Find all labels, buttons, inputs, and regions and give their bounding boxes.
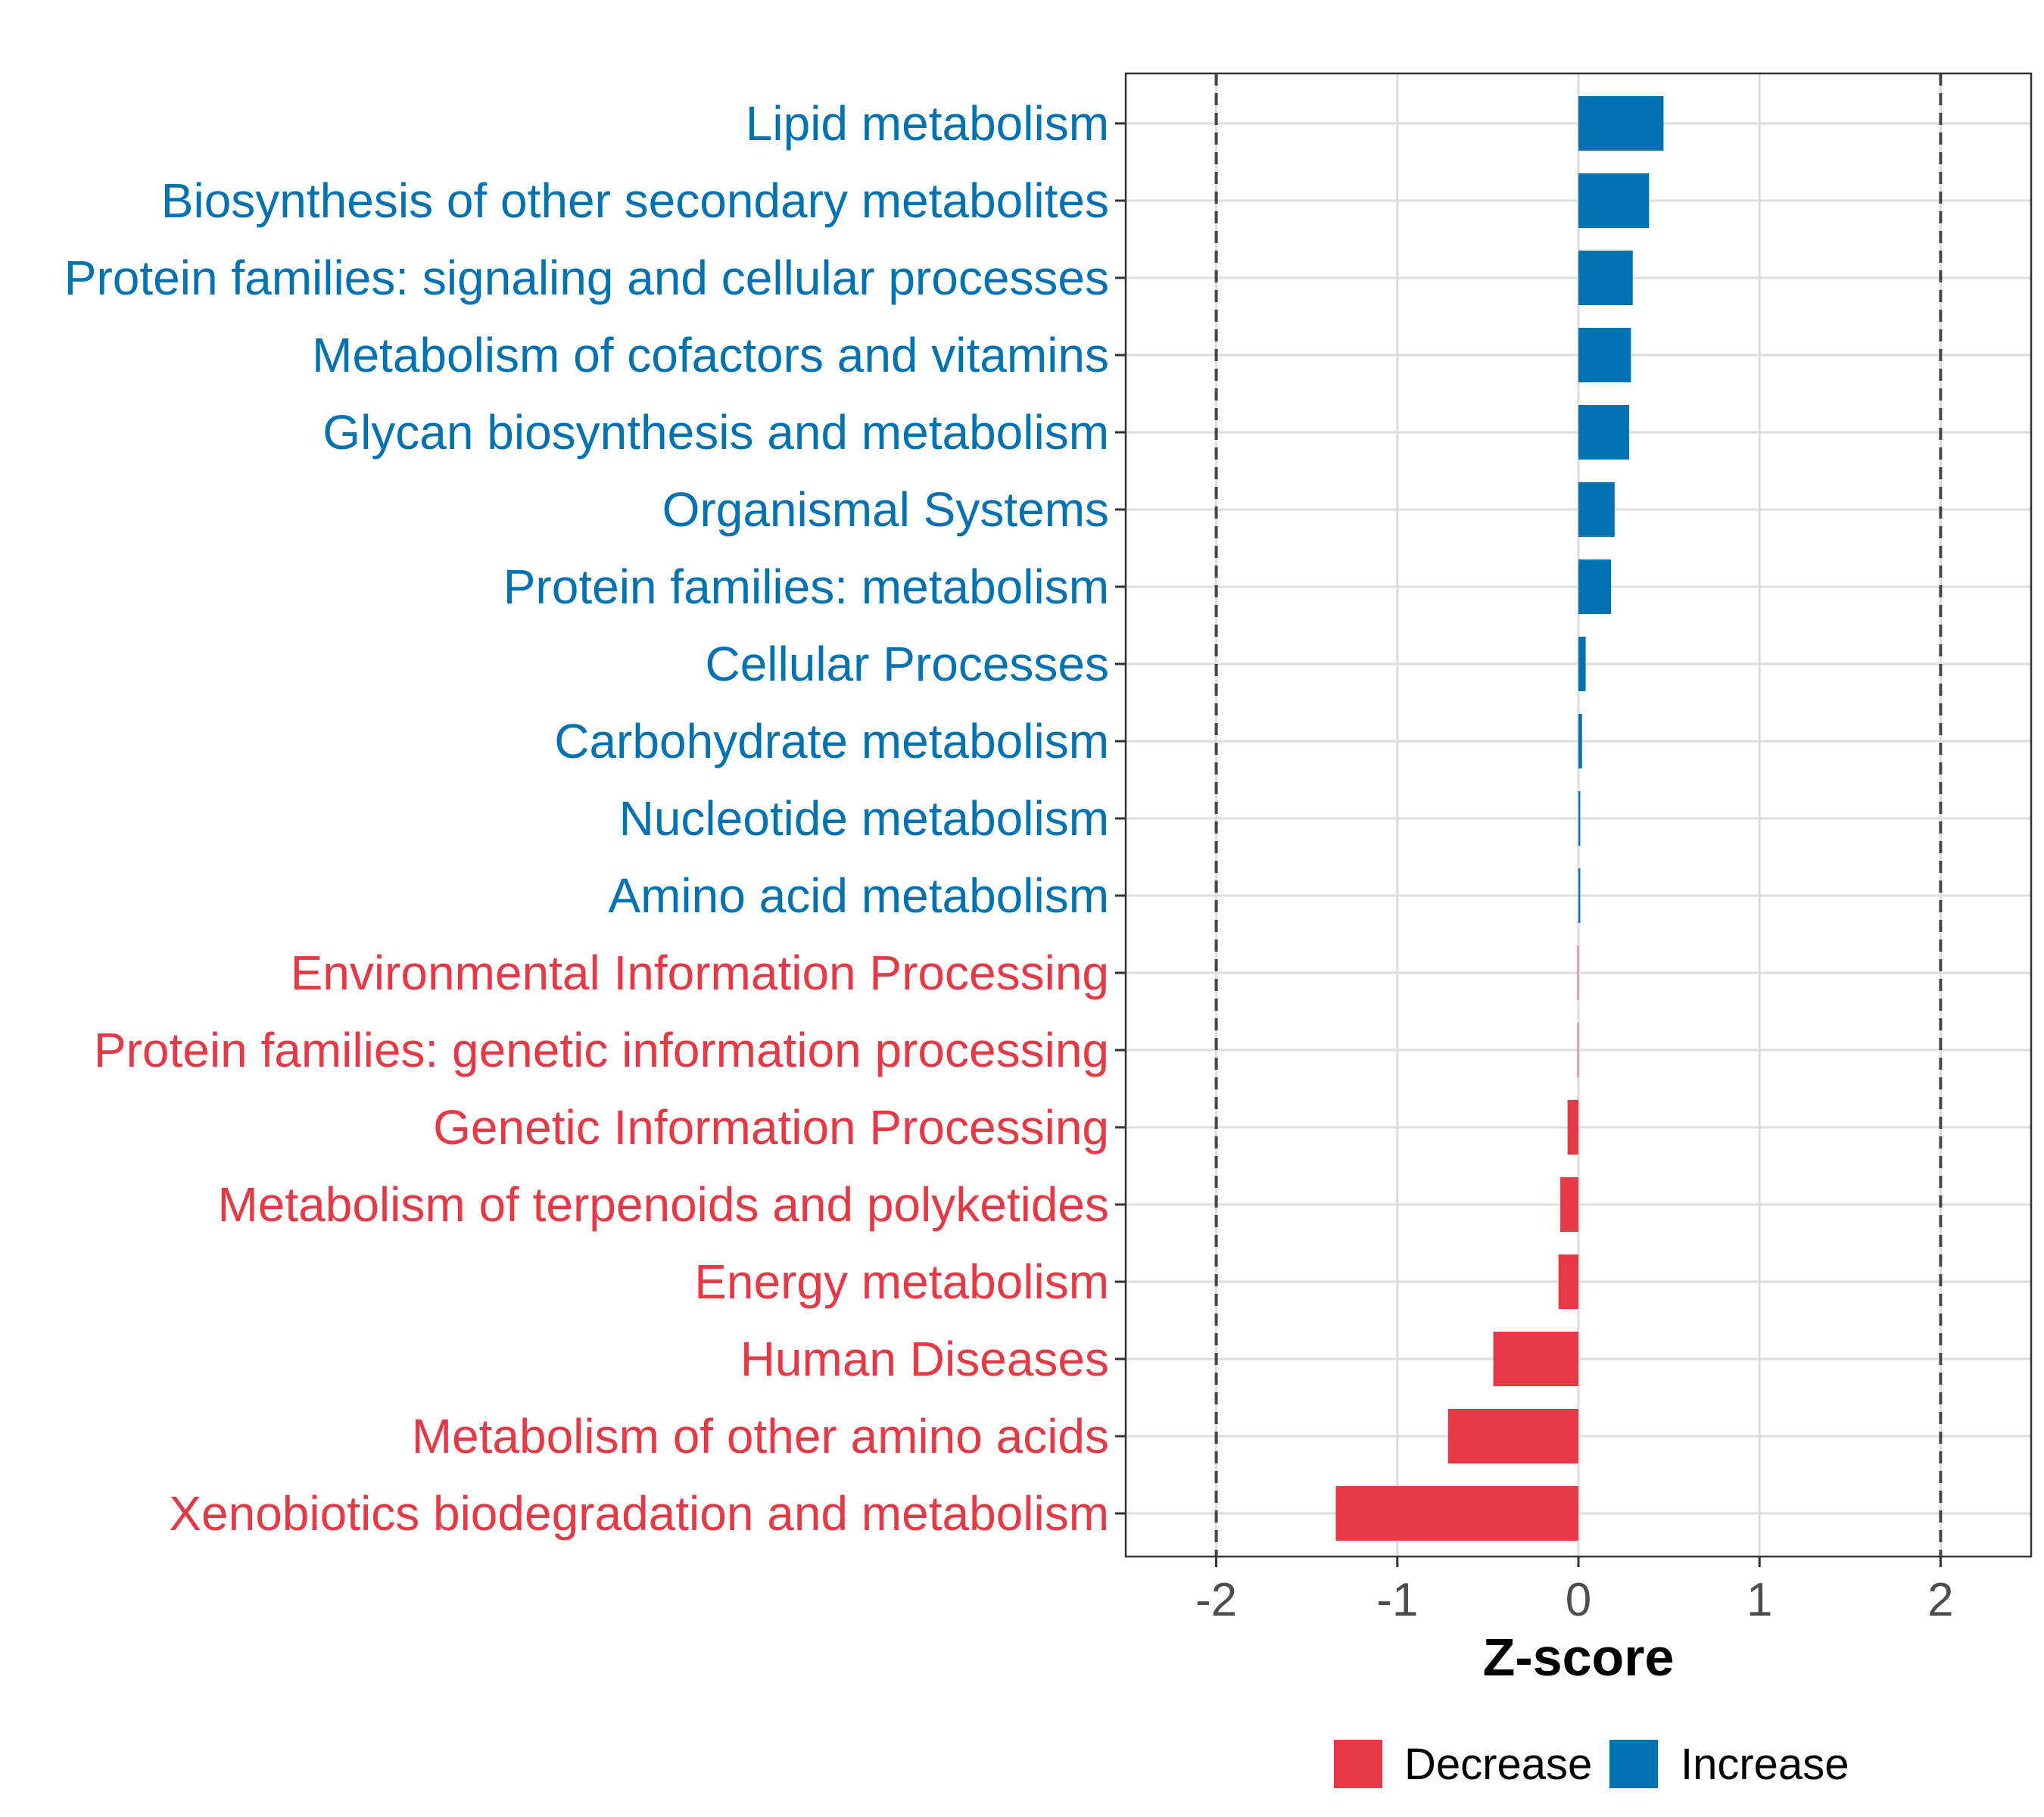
category-label: Protein families: signaling and cellular… [64, 251, 1109, 305]
x-tick-label: 0 [1566, 1574, 1591, 1626]
legend-label: Increase [1681, 1740, 1849, 1789]
bar [1578, 791, 1581, 846]
bar [1567, 1100, 1578, 1155]
category-label: Genetic Information Processing [433, 1100, 1109, 1155]
category-label: Metabolism of other amino acids [412, 1409, 1109, 1463]
bar [1578, 251, 1633, 305]
legend-swatch [1609, 1740, 1658, 1788]
legend-swatch [1334, 1740, 1382, 1788]
category-label: Protein families: genetic information pr… [94, 1023, 1109, 1077]
category-label: Nucleotide metabolism [619, 791, 1109, 846]
bar [1447, 1409, 1578, 1463]
bar [1578, 482, 1615, 537]
category-label: Protein families: metabolism [503, 559, 1109, 614]
category-label: Xenobiotics biodegradation and metabolis… [169, 1486, 1109, 1541]
x-tick-label: -1 [1376, 1574, 1418, 1626]
bar [1493, 1332, 1578, 1386]
bar [1560, 1177, 1578, 1232]
category-label: Amino acid metabolism [608, 868, 1109, 923]
x-tick-label: 1 [1746, 1574, 1772, 1626]
reference-lines [1214, 73, 1943, 1557]
x-axis-title: Z-score [1483, 1628, 1675, 1687]
bar [1578, 637, 1586, 691]
category-label: Metabolism of cofactors and vitamins [312, 328, 1109, 382]
category-label: Energy metabolism [694, 1254, 1109, 1309]
category-label: Environmental Information Processing [291, 946, 1109, 1000]
bar [1578, 96, 1664, 151]
bar [1578, 714, 1582, 768]
x-axis-labels: -2 -1 0 1 2 [1195, 1574, 1954, 1626]
bar [1578, 559, 1612, 614]
bars [1335, 96, 1664, 1541]
category-label: Biosynthesis of other secondary metaboli… [161, 173, 1109, 228]
y-axis-ticks [1115, 122, 1126, 1515]
bar [1578, 328, 1631, 382]
category-label: Cellular Processes [705, 637, 1109, 691]
category-label: Glycan biosynthesis and metabolism [322, 405, 1109, 460]
category-label: Metabolism of terpenoids and polyketides [217, 1177, 1109, 1232]
category-label: Human Diseases [740, 1332, 1109, 1386]
y-axis-labels: Lipid metabolism Biosynthesis of other se… [64, 96, 1109, 1541]
category-label: Lipid metabolism [746, 96, 1109, 151]
legend-label: Decrease [1404, 1740, 1592, 1789]
category-label: Organismal Systems [662, 482, 1109, 537]
bar [1578, 868, 1581, 923]
bar [1335, 1486, 1578, 1541]
legend: Decrease Increase [1334, 1740, 1849, 1789]
category-label: Carbohydrate metabolism [554, 714, 1109, 768]
bar [1558, 1254, 1578, 1309]
x-tick-label: 2 [1927, 1574, 1953, 1626]
bar [1578, 405, 1629, 460]
x-tick-label: -2 [1195, 1574, 1237, 1626]
bar [1578, 173, 1650, 228]
x-axis-ticks [1215, 1557, 1942, 1567]
